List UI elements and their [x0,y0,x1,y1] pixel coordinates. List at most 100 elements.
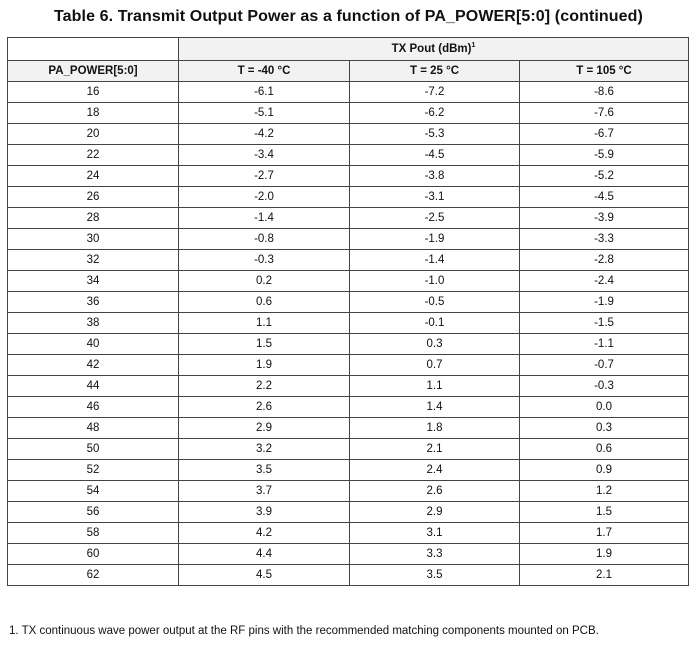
table-row: 52 3.5 2.4 0.9 [7,459,690,481]
table-cell: -1.9 [349,228,520,250]
table-cell: 46 [7,396,179,418]
table-cell: 1.1 [349,375,520,397]
group-header-label: TX Pout (dBm) [391,43,472,55]
table-cell: 42 [7,354,179,376]
table-cell: 3.2 [178,438,350,460]
table-cell: 50 [7,438,179,460]
table-cell: 1.9 [518,543,690,565]
table-cell: -0.8 [178,228,350,250]
table-cell: 36 [7,291,179,313]
table-row: 28 -1.4 -2.5 -3.9 [7,207,690,229]
table-row: 48 2.9 1.8 0.3 [7,417,690,439]
table-row: 22 -3.4 -4.5 -5.9 [7,144,690,166]
table-row: 26 -2.0 -3.1 -4.5 [7,186,690,208]
table-cell: -5.3 [349,123,520,145]
table-row: 44 2.2 1.1 -0.3 [7,375,690,397]
table-cell: 2.6 [178,396,350,418]
table-cell: -5.2 [518,165,690,187]
table-cell: -4.5 [518,186,690,208]
table-cell: -5.9 [518,144,690,166]
footnote-marker: 1 [471,42,476,50]
table-cell: 52 [7,459,179,481]
table-cell: 32 [7,249,179,271]
table-row: 42 1.9 0.7 -0.7 [7,354,690,376]
table-cell: 24 [7,165,179,187]
table-cell: 3.1 [349,522,520,544]
group-header-row: TX Pout (dBm)1 [7,37,690,61]
table-cell: 0.7 [349,354,520,376]
table-cell: 4.5 [178,564,350,586]
table-cell: 28 [7,207,179,229]
table-cell: -1.0 [349,270,520,292]
table-row: 50 3.2 2.1 0.6 [7,438,690,460]
table-cell: -2.4 [518,270,690,292]
table-cell: 3.7 [178,480,350,502]
table-cell: 2.2 [178,375,350,397]
table-cell: -3.4 [178,144,350,166]
table-cell: 4.4 [178,543,350,565]
table-cell: 22 [7,144,179,166]
table-body: 16 -6.1 -7.2 -8.6 18 -5.1 -6.2 -7.6 20 -4.2 -5.3 -6… [7,81,690,586]
table-cell: -1.4 [178,207,350,229]
table-cell: 1.7 [518,522,690,544]
table-title: Table 6. Transmit Output Power as a func… [54,8,643,25]
table-cell: 20 [7,123,179,145]
table-cell: 30 [7,228,179,250]
group-header-blank [7,37,179,61]
table-cell: 2.4 [349,459,520,481]
table-cell: 18 [7,102,179,124]
table-cell: 3.3 [349,543,520,565]
table-row: 56 3.9 2.9 1.5 [7,501,690,523]
table-cell: 1.5 [178,333,350,355]
table-cell: 2.1 [349,438,520,460]
table-row: 24 -2.7 -3.8 -5.2 [7,165,690,187]
table-cell: -4.5 [349,144,520,166]
table-row: 40 1.5 0.3 -1.1 [7,333,690,355]
table-cell: 0.3 [518,417,690,439]
table-row: 34 0.2 -1.0 -2.4 [7,270,690,292]
table-cell: 26 [7,186,179,208]
table-cell: -3.1 [349,186,520,208]
table-cell: 44 [7,375,179,397]
table-cell: -6.1 [178,81,350,103]
table-cell: -3.9 [518,207,690,229]
table-cell: 2.6 [349,480,520,502]
table-cell: 0.3 [349,333,520,355]
table-row: 16 -6.1 -7.2 -8.6 [7,81,690,103]
table-cell: 1.1 [178,312,350,334]
table-row: 46 2.6 1.4 0.0 [7,396,690,418]
table-cell: 1.4 [349,396,520,418]
table-row: 58 4.2 3.1 1.7 [7,522,690,544]
table-cell: 2.1 [518,564,690,586]
table-cell: 1.9 [178,354,350,376]
table-row: 54 3.7 2.6 1.2 [7,480,690,502]
column-header-t-25: T = 25 °C [349,60,520,82]
table-cell: -6.7 [518,123,690,145]
column-header-row: PA_POWER[5:0] T = -40 °C T = 25 °C T = 1… [7,60,690,82]
table-cell: 34 [7,270,179,292]
table-cell: 3.5 [349,564,520,586]
table-cell: 3.9 [178,501,350,523]
table-row: 30 -0.8 -1.9 -3.3 [7,228,690,250]
table-cell: 56 [7,501,179,523]
table-cell: -0.3 [178,249,350,271]
table-cell: 54 [7,480,179,502]
table-row: 20 -4.2 -5.3 -6.7 [7,123,690,145]
table-cell: -2.5 [349,207,520,229]
table-cell: -4.2 [178,123,350,145]
table-cell: 38 [7,312,179,334]
table-cell: 16 [7,81,179,103]
footnote: 1. TX continuous wave power output at th… [9,625,599,637]
table-cell: 1.5 [518,501,690,523]
table-cell: 1.8 [349,417,520,439]
group-header-tx-pout: TX Pout (dBm)1 [177,37,690,61]
table-cell: 0.6 [518,438,690,460]
column-header-pa-power: PA_POWER[5:0] [7,60,179,82]
table-cell: -0.7 [518,354,690,376]
table-cell: 0.6 [178,291,350,313]
table-cell: -3.3 [518,228,690,250]
table-cell: 60 [7,543,179,565]
table-cell: 48 [7,417,179,439]
table-row: 62 4.5 3.5 2.1 [7,564,690,586]
table-cell: 0.0 [518,396,690,418]
